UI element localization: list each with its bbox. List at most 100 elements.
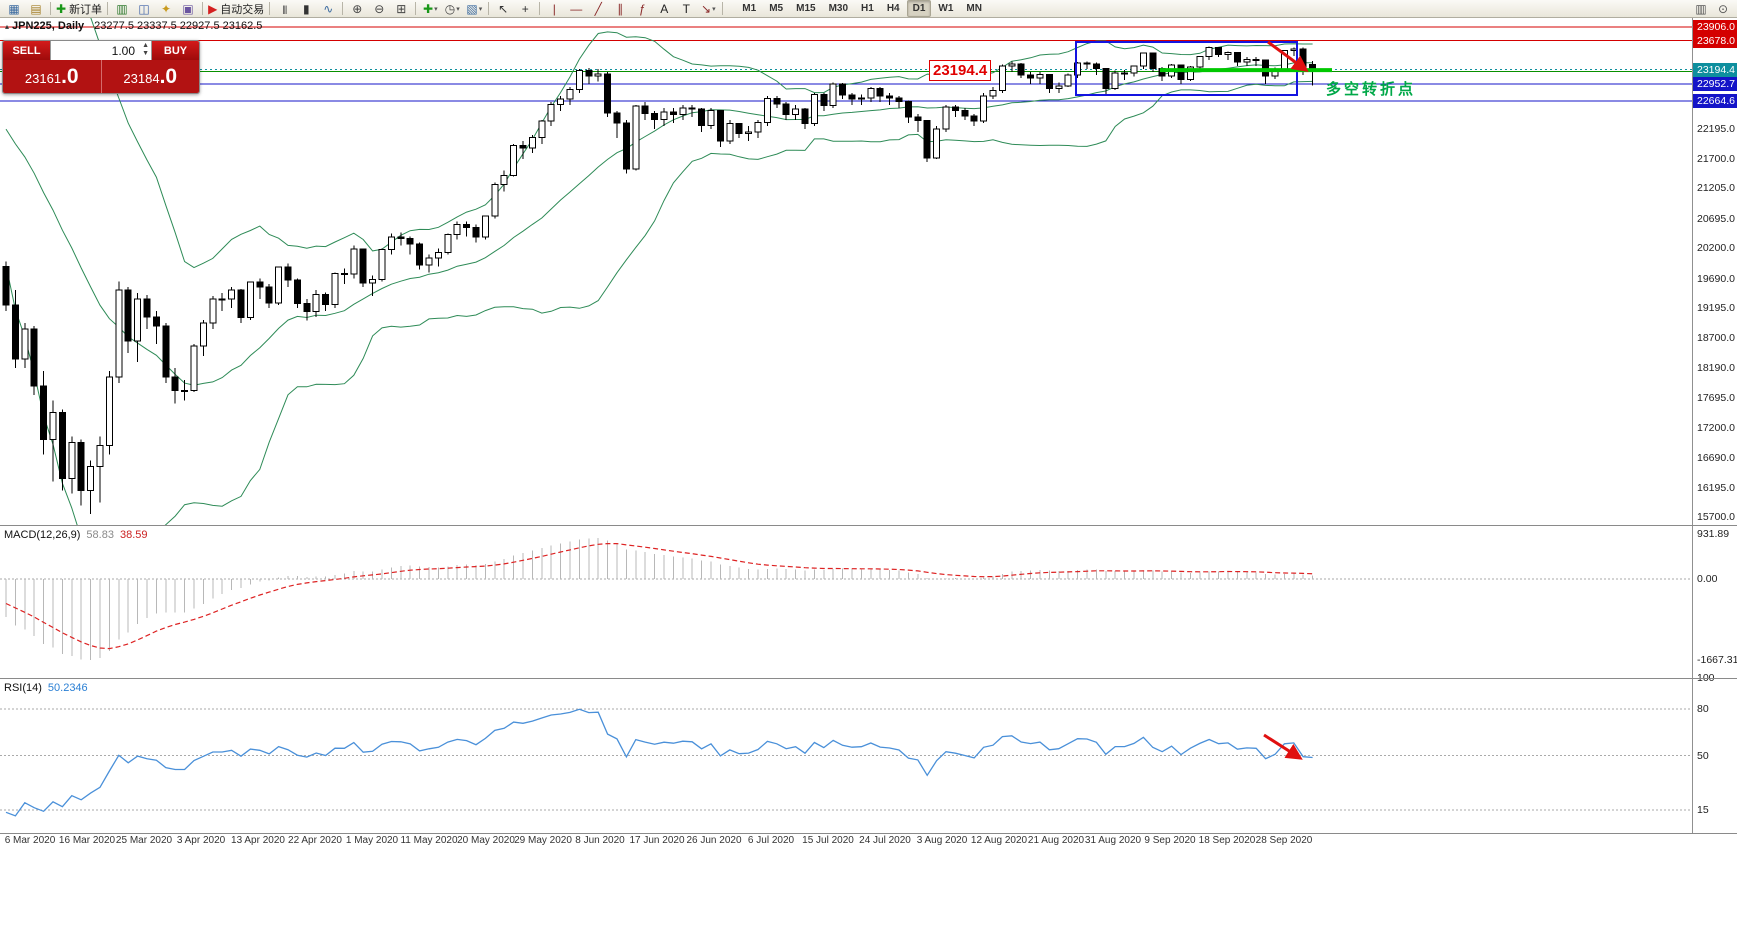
price-callout[interactable]: 23194.4 [929, 59, 992, 81]
label-icon[interactable]: T [675, 1, 697, 17]
tile-windows-icon[interactable]: ⊞ [390, 1, 412, 17]
volume-input[interactable]: 1.00 ▲ ▼ [50, 41, 152, 60]
new-order-button-label: 新订单 [69, 3, 103, 16]
market-watch-icon: ▥ [116, 1, 128, 16]
auto-trading-button-label: 自动交易 [220, 3, 265, 16]
panel-separator[interactable] [0, 678, 1737, 679]
chart-title: ▴ JPN225, Daily 23277.5 23337.5 22927.5 23… [5, 20, 262, 32]
time-axis-label: 22 Apr 2020 [288, 835, 342, 846]
zoom-in-icon[interactable]: ⊕ [346, 1, 368, 17]
indicators-icon[interactable]: ✚ ▾ [419, 1, 441, 17]
time-axis[interactable]: 6 Mar 2020 16 Mar 2020 25 Mar 2020 3 Apr 20… [0, 834, 1692, 850]
cursor-icon[interactable]: ↖ [492, 1, 514, 17]
panel-separator[interactable] [0, 525, 1737, 526]
price-tick: 19195.0 [1697, 302, 1735, 315]
terminal-icon[interactable]: ▣ [177, 1, 199, 17]
timeframe-m30[interactable]: M30 [828, 3, 849, 14]
periods-icon: ◷ [444, 1, 456, 16]
timeframe-w1[interactable]: W1 [938, 3, 954, 14]
symbol-marker-icon: ▴ [5, 22, 10, 31]
volume-spinner[interactable]: ▲ ▼ [142, 42, 149, 58]
vertical-line-icon[interactable]: | [543, 1, 565, 17]
data-window-icon[interactable]: ◫ [133, 1, 155, 17]
rsi-value: 50.2346 [47, 682, 88, 694]
charts-list-icon[interactable]: ▥ [1690, 1, 1712, 17]
time-axis-label: 6 Mar 2020 [4, 835, 56, 846]
bar-chart-icon[interactable]: ||| [273, 1, 295, 17]
price-axis[interactable]: 22195.0 21700.0 21205.0 20695.0 20200.0 19690… [1692, 18, 1737, 833]
arrows-icon[interactable]: ↘ ▾ [697, 1, 719, 17]
time-axis-label: 24 Jul 2020 [859, 835, 911, 846]
templates-icon[interactable]: ▧ ▾ [463, 1, 485, 17]
time-axis-label: 29 May 2020 [514, 835, 572, 846]
main-chart[interactable] [0, 18, 1692, 525]
sell-price[interactable]: 23161.0 [3, 60, 101, 93]
auto-trading-icon: ▶ [208, 1, 218, 16]
line-chart-icon[interactable]: ∿ [317, 1, 339, 17]
new-chart-icon[interactable]: ▦ [3, 1, 25, 17]
price-tick: 17200.0 [1697, 421, 1735, 434]
spinner-down-icon[interactable]: ▼ [142, 50, 149, 57]
price-tick: 22195.0 [1697, 123, 1735, 136]
buy-price-big: .0 [159, 65, 178, 88]
trendline-icon[interactable]: ╱ [587, 1, 609, 17]
toolbar-separator [539, 2, 541, 15]
price-tick: 20200.0 [1697, 242, 1735, 255]
text-icon: A [660, 1, 669, 16]
candlestick-icon: ▮ [302, 1, 310, 16]
channel-icon: ∥ [617, 1, 624, 16]
rsi-scale-tick: 50 [1697, 749, 1709, 762]
text-icon[interactable]: A [653, 1, 675, 17]
time-axis-label: 18 Sep 2020 [1198, 835, 1256, 846]
search-icon: ⊙ [1717, 1, 1729, 16]
toolbar-separator [722, 2, 724, 15]
turning-point-note[interactable]: 多空转折点 [1326, 81, 1417, 98]
timeframe-mn[interactable]: MN [966, 3, 982, 14]
timeframe-m5[interactable]: M5 [769, 3, 784, 14]
price-tick: 19690.0 [1697, 272, 1735, 285]
label-icon: T [682, 1, 690, 16]
timeframe-m15[interactable]: M15 [796, 3, 816, 14]
candlestick-icon[interactable]: ▮ [295, 1, 317, 17]
toolbar-separator [488, 2, 490, 15]
fibonacci-icon: ƒ [638, 1, 646, 16]
auto-trading-button[interactable]: ▶ 自动交易 [206, 1, 266, 17]
timeframe-h4[interactable]: H4 [886, 3, 900, 14]
panel-separator[interactable] [0, 833, 1737, 834]
macd-panel[interactable] [0, 525, 1692, 678]
timeframe-m1[interactable]: M1 [742, 3, 757, 14]
macd-name: MACD(12,26,9) [4, 529, 81, 541]
profiles-icon[interactable]: ▤ [25, 1, 47, 17]
sell-button[interactable]: SELL [3, 41, 50, 60]
macd-scale-tick: 931.89 [1697, 527, 1730, 540]
new-order-button[interactable]: ✚ 新订单 [54, 1, 104, 17]
navigator-icon[interactable]: ✦ [155, 1, 177, 17]
zoom-out-icon[interactable]: ⊖ [368, 1, 390, 17]
timeframe-h1[interactable]: H1 [861, 3, 874, 14]
time-axis-label: 21 Aug 2020 [1027, 835, 1085, 846]
price-tick: 18700.0 [1697, 332, 1735, 344]
price-tag: 22664.6 [1693, 94, 1737, 109]
bar-chart-icon: ||| [282, 3, 287, 14]
search-icon[interactable]: ⊙ [1712, 1, 1734, 17]
horizontal-line-icon[interactable]: — [565, 1, 587, 17]
time-axis-label: 25 Mar 2020 [115, 835, 173, 846]
timeframe-d1[interactable]: D1 [906, 0, 932, 17]
buy-button[interactable]: BUY [152, 41, 199, 60]
price-tag: 23194.4 [1693, 62, 1737, 77]
periods-icon[interactable]: ◷ ▾ [441, 1, 463, 17]
rsi-scale-tick: 80 [1697, 703, 1709, 715]
buy-price[interactable]: 23184.0 [100, 60, 200, 93]
price-tick: 16195.0 [1697, 481, 1735, 494]
time-axis-label: 28 Sep 2020 [1255, 835, 1313, 846]
crosshair-icon[interactable]: + [514, 1, 536, 17]
price-tick: 21205.0 [1697, 182, 1735, 195]
fibonacci-icon[interactable]: ƒ [631, 1, 653, 17]
channel-icon[interactable]: ∥ [609, 1, 631, 17]
market-watch-icon[interactable]: ▥ [111, 1, 133, 17]
zoom-in-icon: ⊕ [352, 1, 363, 16]
macd-scale-tick: -1667.31 [1697, 653, 1737, 666]
spinner-up-icon[interactable]: ▲ [142, 42, 149, 49]
rsi-panel[interactable] [0, 678, 1692, 833]
time-axis-label: 12 Aug 2020 [970, 835, 1028, 846]
